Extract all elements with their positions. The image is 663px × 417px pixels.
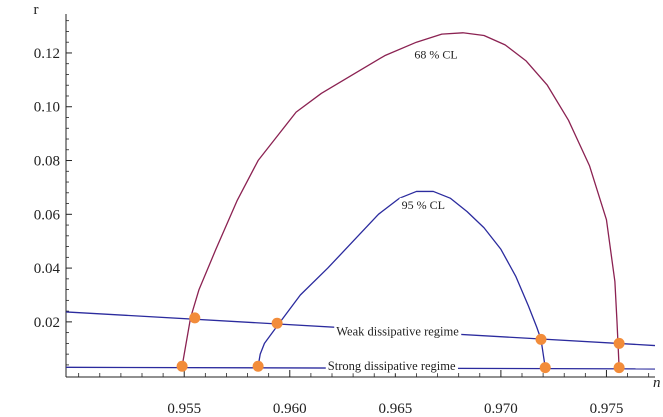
- x-axis-title: n: [653, 375, 661, 391]
- intersection-point: [176, 360, 188, 372]
- y-tick-label: 0.04: [34, 261, 61, 277]
- annotation-68-cl: 68 % CL: [414, 47, 457, 61]
- annotation-weak-dissipative-regime: Weak dissipative regime: [336, 324, 459, 338]
- annotations: 68 % CL 95 % CL Weak dissipative regime Str…: [325, 47, 462, 374]
- y-tick-label: 0.06: [34, 207, 61, 223]
- annotation-background: [399, 197, 448, 212]
- y-tick-label: 0.12: [34, 46, 60, 62]
- y-tick-label: 0.08: [34, 154, 60, 170]
- annotation-95-cl: 95 % CL: [402, 198, 445, 212]
- markers: [176, 312, 625, 374]
- annotation-background: [334, 324, 462, 339]
- x-tick-label: 0.970: [484, 401, 518, 417]
- annotation-strong-dissipative-regime: Strong dissipative regime: [328, 359, 456, 373]
- series-line-68-cl: [181, 32, 620, 368]
- x-tick-label: 0.955: [167, 401, 201, 417]
- x-tick-label: 0.975: [590, 401, 624, 417]
- y-tick-label: 0.10: [34, 100, 60, 116]
- intersection-point: [539, 362, 551, 374]
- y-tick-label: 0.02: [34, 315, 60, 331]
- intersection-point: [189, 312, 201, 324]
- intersection-point: [613, 337, 625, 349]
- intersection-point: [271, 317, 283, 329]
- x-tick-label: 0.965: [378, 401, 412, 417]
- intersection-point: [613, 362, 625, 374]
- x-tick-label: 0.960: [273, 401, 307, 417]
- annotation-background: [412, 47, 460, 62]
- y-axis-title: r: [34, 2, 39, 18]
- series-lines: [65, 32, 656, 370]
- intersection-point: [535, 333, 547, 345]
- series-line-95-cl: [257, 190, 546, 368]
- ticks: 0.02 0.04 0.06 0.08 0.10 0.12 0.955 0.960 0.965 0…: [34, 20, 650, 417]
- annotation-background: [325, 359, 458, 374]
- intersection-point: [252, 360, 264, 372]
